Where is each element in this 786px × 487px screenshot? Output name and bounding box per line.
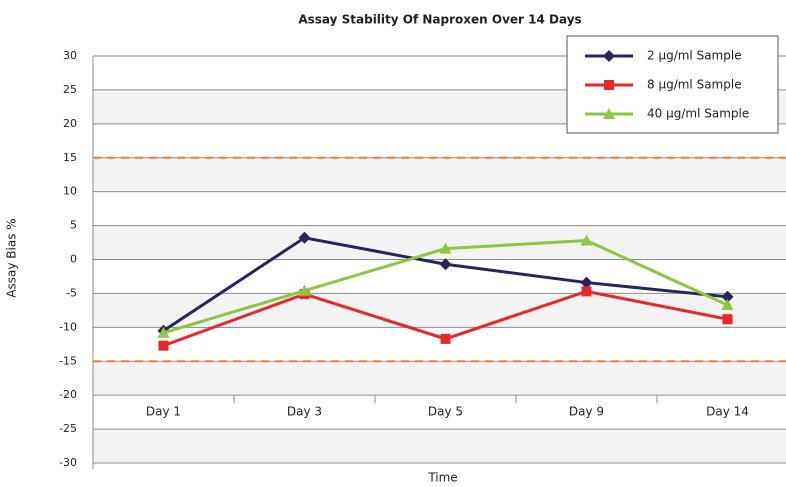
point — [722, 314, 733, 325]
legend-label: 40 µg/ml Sample — [647, 107, 749, 121]
y-tick-label: 15 — [63, 151, 77, 164]
point — [581, 286, 592, 297]
point — [604, 80, 614, 90]
point — [721, 298, 734, 310]
y-tick-label: 20 — [63, 117, 77, 130]
plot-band — [93, 157, 786, 192]
point — [439, 242, 452, 254]
point — [603, 50, 615, 62]
x-axis-label: Time — [427, 471, 457, 485]
point — [157, 326, 170, 338]
y-tick-label: -15 — [59, 354, 77, 367]
point — [439, 258, 452, 271]
point — [580, 234, 593, 246]
x-tick-label: Day 1 — [146, 405, 181, 419]
chart-title: Assay Stability Of Naproxen Over 14 Days — [298, 13, 581, 27]
y-tick-label: 0 — [70, 253, 77, 266]
point — [298, 231, 311, 244]
y-tick-label: 5 — [70, 219, 77, 232]
y-tick-label: 30 — [63, 49, 77, 62]
x-tick-label: Day 3 — [287, 405, 322, 419]
point — [721, 290, 734, 303]
y-tick-label: -5 — [66, 286, 77, 299]
y-tick-label: 10 — [63, 185, 77, 198]
plot-band — [93, 429, 786, 463]
y-tick-label: -10 — [59, 320, 77, 333]
plot-band — [93, 225, 786, 260]
plot-band — [93, 293, 786, 328]
legend-label: 8 µg/ml Sample — [647, 78, 742, 92]
point — [158, 340, 169, 351]
point — [440, 333, 451, 344]
y-tick-label: 25 — [63, 83, 77, 96]
point — [603, 108, 615, 119]
x-tick-label: Day 9 — [569, 405, 604, 419]
legend-label: 2 µg/ml Sample — [647, 49, 742, 63]
point — [298, 284, 311, 296]
plot-band — [93, 361, 786, 396]
point — [580, 276, 593, 289]
y-tick-label: -20 — [59, 388, 77, 401]
x-tick-label: Day 5 — [428, 405, 463, 419]
y-tick-label: -30 — [59, 456, 77, 469]
y-axis-label: Assay Bias % — [5, 218, 19, 297]
x-tick-label: Day 14 — [706, 405, 749, 419]
y-tick-label: -25 — [59, 422, 77, 435]
